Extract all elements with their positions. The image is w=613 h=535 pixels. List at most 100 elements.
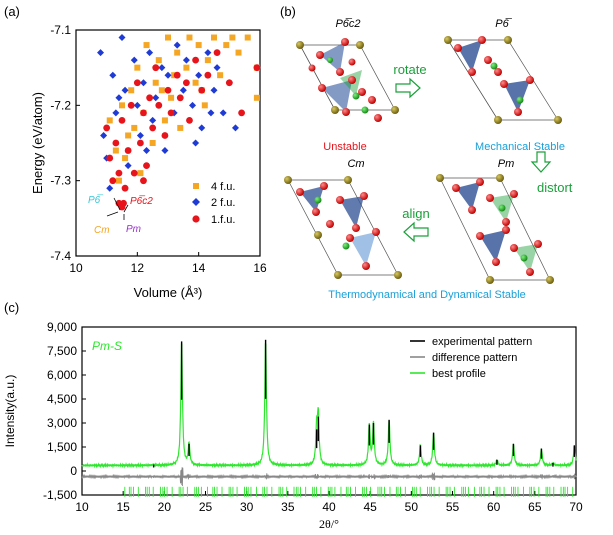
y-tick-label-c: 1,500 bbox=[47, 440, 77, 454]
data-point-2fu bbox=[195, 71, 203, 79]
data-point-4fu bbox=[106, 117, 113, 124]
data-point-1fu bbox=[127, 101, 135, 109]
data-point-2fu bbox=[100, 131, 108, 139]
legend-marker-2fu bbox=[192, 198, 200, 206]
atoms-p6c2 bbox=[296, 38, 399, 122]
data-point-2fu bbox=[146, 49, 154, 57]
data-point-2fu bbox=[109, 71, 117, 79]
data-point-2fu bbox=[118, 34, 126, 42]
data-point-1fu bbox=[161, 132, 169, 139]
arrow-label-distort: distort bbox=[537, 180, 573, 195]
x-tick-label-a: 12 bbox=[131, 261, 145, 275]
legend-c: experimental pattern difference pattern … bbox=[410, 336, 532, 380]
x-tick-label-c: 30 bbox=[240, 500, 254, 514]
data-point-4fu bbox=[235, 49, 242, 56]
data-point-1fu bbox=[176, 94, 184, 102]
y-tick-label-a: -7.4 bbox=[50, 249, 71, 263]
data-point-4fu bbox=[152, 79, 159, 86]
data-point-4fu bbox=[158, 87, 165, 94]
y-tick-label-c: 0 bbox=[70, 464, 77, 478]
data-point-4fu bbox=[223, 42, 230, 49]
y-tick-label-c: -1,500 bbox=[43, 488, 77, 502]
data-point-2fu bbox=[143, 147, 151, 155]
data-point-2fu bbox=[130, 56, 138, 64]
y-tick-label-a: -7.2 bbox=[50, 98, 71, 112]
data-point-1fu bbox=[192, 56, 200, 64]
arrow-left-icon bbox=[403, 221, 429, 243]
xrd-pattern-chart: 10 15 20 25 30 35 40 45 50 55 60 65 70 9,000 7,500 6,00… bbox=[3, 320, 583, 531]
panel-label-c: (c) bbox=[4, 300, 19, 315]
data-point-1fu bbox=[213, 49, 221, 56]
data-point-1fu bbox=[173, 71, 181, 79]
data-point-4fu bbox=[211, 34, 217, 41]
x-tick-label-a: 16 bbox=[253, 261, 267, 275]
data-point-1fu bbox=[183, 79, 190, 87]
arrow-rotate: rotate bbox=[393, 62, 427, 99]
atoms-pm bbox=[436, 174, 554, 284]
x-axis-label-a: Volume (Å³) bbox=[134, 285, 203, 300]
data-point-1fu bbox=[118, 117, 126, 124]
data-point-4fu bbox=[112, 147, 119, 154]
leader-line-p6 bbox=[113, 197, 121, 211]
structure-p6c2: P6̅c2 Unstable bbox=[296, 18, 399, 153]
data-point-4fu bbox=[149, 140, 156, 146]
data-point-4fu bbox=[186, 34, 193, 41]
x-tick-label-c: 60 bbox=[487, 500, 501, 514]
structure-p6: P6̅ Mechanical Stable bbox=[444, 18, 565, 153]
data-point-4fu bbox=[161, 117, 168, 124]
panel-label-b: (b) bbox=[280, 4, 296, 19]
arrow-down-icon bbox=[530, 151, 552, 173]
data-point-2fu bbox=[210, 86, 218, 94]
legend-label-experimental: experimental pattern bbox=[432, 336, 532, 348]
data-point-2fu bbox=[173, 41, 181, 49]
data-point-4fu bbox=[119, 102, 125, 109]
y-tick-label-c: 3,000 bbox=[47, 416, 77, 430]
arrow-align: align bbox=[402, 206, 430, 243]
data-point-1fu bbox=[167, 109, 175, 117]
data-point-1fu bbox=[121, 184, 129, 192]
data-point-4fu bbox=[244, 34, 251, 41]
structure-title-p6: P6̅ bbox=[495, 18, 512, 30]
x-tick-label-c: 35 bbox=[281, 500, 295, 514]
data-point-2fu bbox=[158, 64, 166, 72]
data-point-1fu bbox=[130, 169, 138, 177]
data-point-4fu bbox=[183, 64, 190, 71]
data-point-1fu bbox=[133, 79, 141, 87]
data-point-1fu bbox=[152, 64, 160, 72]
x-tick-label-c: 70 bbox=[569, 500, 583, 514]
arrow-right-icon bbox=[395, 77, 421, 99]
annotation-pm-s: Pm-S bbox=[92, 339, 122, 353]
data-point-1fu bbox=[106, 154, 114, 162]
data-point-2fu bbox=[219, 109, 227, 117]
structure-cm: Cm bbox=[284, 158, 402, 279]
data-point-4fu bbox=[201, 102, 208, 109]
x-tick-label-c: 25 bbox=[199, 500, 213, 514]
data-point-2fu bbox=[136, 131, 144, 139]
x-tick-label-c: 20 bbox=[158, 500, 172, 514]
data-point-2fu bbox=[115, 94, 123, 102]
arrow-label-align: align bbox=[402, 206, 429, 221]
structure-pm: Pm bbox=[436, 158, 554, 284]
data-point-4fu bbox=[168, 94, 175, 101]
data-point-1fu bbox=[146, 94, 154, 102]
data-point-2fu bbox=[213, 64, 221, 72]
structure-title-cm: Cm bbox=[347, 158, 364, 170]
data-point-4fu bbox=[253, 94, 260, 101]
data-point-2fu bbox=[106, 184, 114, 192]
annotation-p6: P6̅ bbox=[88, 194, 103, 206]
annotation-p6c2: P6̅c2 bbox=[130, 195, 153, 207]
data-point-2fu bbox=[179, 86, 187, 94]
y-tick-label-c: 6,000 bbox=[47, 368, 77, 382]
data-point-1fu bbox=[238, 109, 246, 117]
data-point-1fu bbox=[186, 117, 193, 124]
legend-marker-4fu bbox=[193, 183, 199, 189]
data-point-4fu bbox=[204, 57, 211, 64]
data-point-4fu bbox=[229, 34, 236, 41]
y-axis-label-c: Intensity(a.u.) bbox=[3, 375, 17, 448]
x-tick-label-c: 65 bbox=[528, 500, 542, 514]
data-point-2fu bbox=[231, 124, 239, 132]
best-profile-line bbox=[81, 343, 577, 469]
data-point-2fu bbox=[164, 71, 172, 79]
data-point-1fu bbox=[103, 124, 111, 132]
structure-title-pm: Pm bbox=[498, 158, 515, 170]
